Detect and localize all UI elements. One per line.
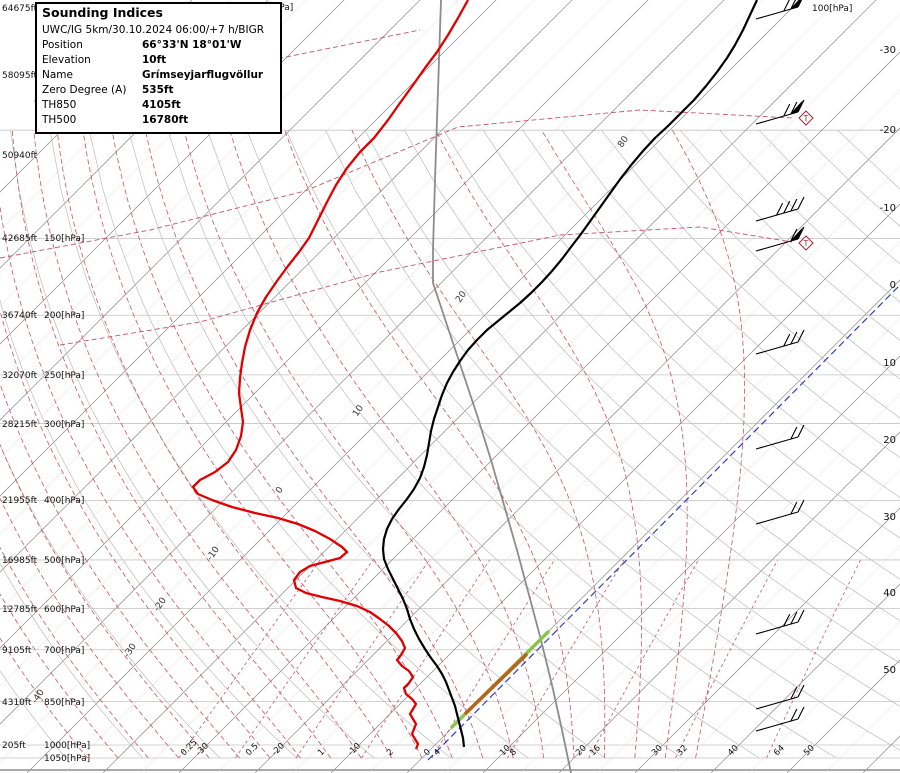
zero-degree-isotherm [427, 284, 900, 761]
isobar-lines [0, 129, 900, 771]
bottom-scale-label: 4 [432, 747, 443, 758]
table-row: Name Grímseyjarflugvöllur [42, 68, 275, 83]
turbulence-marker: T [798, 235, 814, 251]
altitude-label: 21955ft [2, 496, 38, 506]
dewpoint-curve [191, 0, 470, 750]
row-value: 4105ft [142, 99, 181, 112]
isotherm-edge-label: 20 [883, 435, 896, 446]
adiabat-label: -20 [152, 596, 169, 614]
pressure-label: 300[hPa] [44, 420, 84, 430]
bottom-scale-label: 2 [385, 747, 396, 758]
altitude-label: 32070ft [2, 371, 38, 381]
wind-barb [755, 99, 805, 125]
row-label: Position [42, 38, 83, 51]
turbulence-label: T [803, 114, 809, 123]
row-label: Elevation [42, 53, 91, 66]
pressure-label: 100[hPa] [812, 4, 852, 14]
table-row: TH850 4105ft [42, 98, 275, 113]
row-label: Name [42, 68, 73, 81]
altitude-label: 28215ft [2, 420, 38, 430]
bottom-scale-label: 8 [508, 747, 519, 758]
wind-barb [755, 329, 805, 355]
pressure-label: 250[hPa] [44, 371, 84, 381]
isotherm-edge-label: 50 [883, 665, 896, 676]
adiabat-label: 0 [274, 485, 286, 496]
adiabat-label: -30 [122, 642, 139, 660]
row-value: 66°33'N 18°01'W [142, 38, 242, 51]
wind-barb [755, 706, 805, 732]
wind-barb [755, 226, 805, 252]
wind-barb [755, 684, 805, 710]
pressure-label: 850[hPa] [44, 698, 84, 708]
altitude-label: 36740ft [2, 311, 38, 321]
panel-title: Sounding Indices [42, 5, 163, 20]
pressure-label: 150[hPa] [44, 234, 84, 244]
altitude-label: 50940ft [2, 151, 38, 161]
isotherm-edge-label: 40 [883, 588, 896, 599]
wind-barb [755, 609, 805, 635]
wind-barb [755, 196, 805, 222]
adiabat-label: 10 [351, 403, 366, 418]
row-label: Zero Degree (A) [42, 84, 127, 96]
wind-barb [755, 499, 805, 525]
altitude-label: 64675ft [2, 4, 38, 14]
pressure-label: 1000[hPa] [44, 741, 90, 751]
isotherm-edge-label: 30 [883, 512, 896, 523]
adiabat-label: 20 [454, 289, 469, 304]
isotherm-edge-label: -20 [880, 125, 896, 136]
sounding-indices-panel: Sounding Indices UWC/IG 5km/30.10.2024 0… [35, 2, 282, 135]
turbulence-marker: T [798, 110, 814, 126]
row-value: Grímseyjarflugvöllur [142, 68, 264, 81]
wind-barb [755, 0, 803, 20]
altitude-label: 4310ft [2, 698, 32, 708]
turbulence-markers: TT [798, 110, 814, 251]
bottom-scale-label: 64 [772, 743, 787, 758]
table-row: Elevation 10ft [42, 53, 275, 68]
moist-adiabat-lines [0, 129, 745, 759]
adiabat-label: 80 [616, 134, 631, 149]
isotherm-edge-label: -30 [880, 45, 896, 56]
bottom-scale-label: 32 [675, 743, 690, 758]
pressure-label: 400[hPa] [44, 496, 84, 506]
altitude-label: 12785ft [2, 605, 38, 615]
row-label: TH500 [42, 114, 77, 127]
parcel-path [450, 630, 550, 729]
pressure-label: 200[hPa] [44, 311, 84, 321]
model-run-info: UWC/IG 5km/30.10.2024 06:00/+7 h/BIGR [42, 23, 265, 36]
row-value: 16780ft [142, 114, 189, 127]
pressure-label: 600[hPa] [44, 605, 84, 615]
bottom-scale-label: 0 [422, 747, 433, 758]
turbulence-label: T [803, 239, 809, 248]
indices-table: Position 66°33'N 18°01'W Elevation 10ft … [42, 38, 275, 128]
isotherm-edge-label: 0 [890, 280, 896, 291]
row-label: TH850 [42, 99, 77, 112]
isotherm-edge-label: 10 [883, 358, 896, 369]
reference-curve [432, 0, 572, 773]
bottom-scale-label: 1 [316, 747, 327, 758]
pressure-label: 1050[hPa] [44, 754, 90, 764]
altitude-label: 42685ft [2, 234, 38, 244]
pressure-label: 700[hPa] [44, 646, 84, 656]
pressure-label: 500[hPa] [44, 556, 84, 566]
wind-barb [755, 424, 805, 450]
altitude-label: 205ft [2, 741, 26, 751]
row-value: 535ft [142, 84, 174, 96]
table-row: TH500 16780ft [42, 113, 275, 128]
altitude-label: 58095ft [2, 71, 38, 81]
altitude-label: 9105ft [2, 646, 32, 656]
table-row: Zero Degree (A) 535ft [42, 83, 275, 98]
wind-barbs [755, 0, 805, 732]
isotherm-edge-label: -10 [880, 203, 896, 214]
row-value: 10ft [142, 53, 167, 66]
temperature-curve [381, 0, 758, 748]
altitude-label: 16985ft [2, 556, 38, 566]
table-row: Position 66°33'N 18°01'W [42, 38, 275, 53]
